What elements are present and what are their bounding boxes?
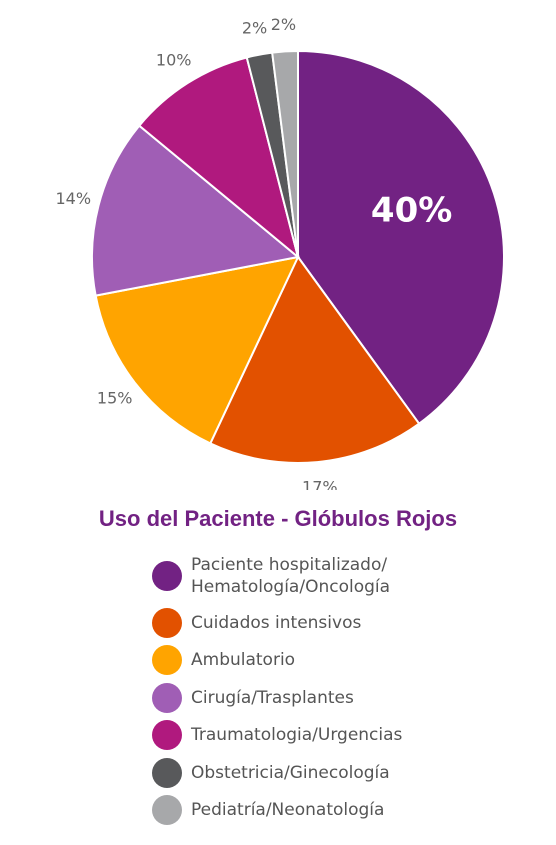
pie-slice-cuidados-intensivos xyxy=(208,255,421,464)
legend-swatch xyxy=(152,645,182,676)
data-label-ambulatorio: 15% xyxy=(97,389,133,408)
legend-swatch xyxy=(152,561,182,591)
data-label-traumatologia-urgencias: 10% xyxy=(156,51,192,70)
legend-label: Traumatologia/Urgencias xyxy=(191,725,403,746)
legend-item-hospitalizado: Paciente hospitalizado/ Hematología/Onco… xyxy=(152,548,402,604)
pie-chart: 40% 17% 15% 14% 10% 2% 2% xyxy=(56,15,505,490)
legend-label: Paciente hospitalizado/ Hematología/Onco… xyxy=(191,555,391,597)
data-label-cuidados-intensivos: 17% xyxy=(302,477,338,490)
pie-slice-ambulatorio xyxy=(94,255,300,445)
pie-slice-traumatologia-urgencias xyxy=(137,56,300,260)
legend-swatch xyxy=(152,682,182,713)
legend-item-cuidados-intensivos: Cuidados intensivos xyxy=(152,604,402,642)
legend-swatch xyxy=(152,757,182,788)
legend-label: Obstetricia/Ginecología xyxy=(191,762,390,783)
legend-item-cirugia: Cirugía/Trasplantes xyxy=(152,679,402,717)
legend-item-traumatologia: Traumatologia/Urgencias xyxy=(152,717,402,755)
legend: Paciente hospitalizado/ Hematología/Onco… xyxy=(152,548,402,829)
legend-label: Ambulatorio xyxy=(191,650,296,671)
legend-label: Cirugía/Trasplantes xyxy=(191,687,354,708)
legend-item-pediatria: Pediatría/Neonatología xyxy=(152,792,402,830)
legend-item-obstetricia: Obstetricia/Ginecología xyxy=(152,754,402,792)
pie-slice-paciente-hospitalizado xyxy=(297,49,505,426)
data-label-cirug-a: 14% xyxy=(56,189,92,208)
pie-slice-pediatr-a xyxy=(271,49,299,258)
data-label-obstetricia-ginecolog: 2% xyxy=(242,19,267,38)
data-label-paciente-hospitalizado: 40% xyxy=(371,191,452,231)
data-label-pediatr-a: 2% xyxy=(271,15,296,34)
legend-swatch xyxy=(152,607,182,638)
legend-label: Pediatría/Neonatología xyxy=(191,800,385,821)
legend-swatch xyxy=(152,795,182,826)
legend-swatch xyxy=(152,720,182,751)
pie-slice-cirug-a xyxy=(91,124,301,297)
legend-item-ambulatorio: Ambulatorio xyxy=(152,642,402,680)
legend-label: Cuidados intensivos xyxy=(191,612,362,633)
chart-title: Uso del Paciente - Glóbulos Rojos xyxy=(98,506,458,531)
